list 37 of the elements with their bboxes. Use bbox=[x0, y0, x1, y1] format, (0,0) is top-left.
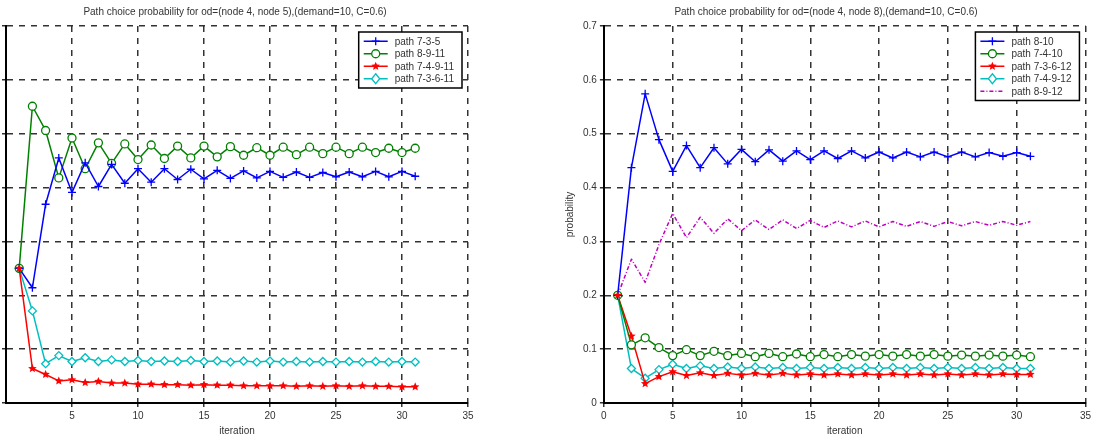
x-tick-label: 0 bbox=[601, 409, 608, 421]
x-tick-label: 20 bbox=[264, 409, 276, 421]
y-axis-title: probability bbox=[563, 191, 575, 238]
x-tick-label: 15 bbox=[804, 409, 817, 421]
y-tick-label: 0.1 bbox=[583, 342, 598, 354]
y-tick-label: 0.4 bbox=[583, 181, 598, 193]
legend-label: path 7-3-5 bbox=[394, 35, 441, 47]
x-axis-title: iteration bbox=[219, 424, 255, 436]
x-tick-label: 15 bbox=[198, 409, 210, 421]
chart-title: Path choice probability for od=(node 4, node 8),(demand=10, C=0.6) bbox=[674, 5, 978, 17]
legend-label: path 7-3-6-11 bbox=[394, 73, 455, 84]
y-tick-label: 0.3 bbox=[583, 235, 598, 247]
x-tick-label: 20 bbox=[873, 409, 886, 421]
x-tick-label: 30 bbox=[396, 409, 408, 421]
y-tick-label: 0 bbox=[591, 396, 598, 408]
x-tick-label: 25 bbox=[942, 409, 954, 421]
y-tick-label: 0.2 bbox=[583, 289, 598, 301]
legend-label: path 8-9-11 bbox=[394, 48, 446, 59]
x-tick-label: 10 bbox=[132, 409, 144, 421]
y-tick-label: 0.7 bbox=[583, 19, 598, 31]
legend-label: path 8-9-12 bbox=[1011, 85, 1063, 97]
x-tick-label: 25 bbox=[330, 409, 342, 421]
x-tick-label: 10 bbox=[735, 409, 748, 421]
x-tick-label: 30 bbox=[1011, 409, 1023, 421]
x-axis-title: iteration bbox=[826, 424, 863, 436]
legend-label: path 7-3-6-12 bbox=[1011, 60, 1072, 72]
y-tick-label: 0.6 bbox=[583, 73, 598, 85]
chart-title: Path choice probability for od=(node 4, node 5),(demand=10, C=0.6) bbox=[83, 5, 387, 17]
y-tick-label: 0.5 bbox=[583, 127, 598, 139]
x-tick-label: 35 bbox=[462, 409, 474, 421]
legend-label: path 7-4-10 bbox=[1011, 48, 1063, 59]
legend-label: path 7-4-9-11 bbox=[394, 60, 455, 72]
x-tick-label: 5 bbox=[669, 409, 676, 421]
x-tick-label: 35 bbox=[1079, 409, 1092, 421]
legend-label: path 8-10 bbox=[1011, 35, 1055, 47]
legend-label: path 7-4-9-12 bbox=[1011, 73, 1072, 84]
x-tick-label: 5 bbox=[69, 409, 76, 421]
